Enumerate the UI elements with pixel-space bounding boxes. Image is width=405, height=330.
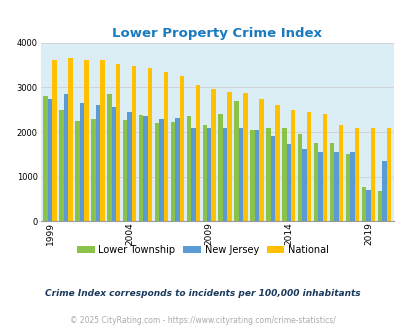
Text: Crime Index corresponds to incidents per 100,000 inhabitants: Crime Index corresponds to incidents per… [45, 289, 360, 298]
Bar [96, 105, 100, 221]
Bar [318, 152, 322, 221]
Bar [127, 112, 132, 221]
Bar [377, 191, 381, 221]
Bar [313, 143, 318, 221]
Bar [163, 72, 168, 221]
Bar [243, 93, 247, 221]
Bar [218, 114, 222, 221]
Bar [322, 114, 326, 221]
Bar [365, 190, 370, 221]
Bar [79, 103, 84, 221]
Bar [84, 60, 88, 221]
Bar [234, 101, 238, 221]
Bar [306, 112, 311, 221]
Title: Lower Property Crime Index: Lower Property Crime Index [112, 27, 322, 40]
Legend: Lower Township, New Jersey, National: Lower Township, New Jersey, National [73, 241, 332, 259]
Bar [338, 125, 342, 221]
Bar [207, 127, 211, 221]
Bar [302, 149, 306, 221]
Bar [147, 68, 152, 221]
Bar [333, 152, 338, 221]
Bar [370, 128, 374, 221]
Bar [123, 119, 127, 221]
Bar [270, 137, 275, 221]
Bar [361, 187, 365, 221]
Bar [350, 152, 354, 221]
Bar [154, 123, 159, 221]
Bar [143, 116, 147, 221]
Bar [159, 118, 163, 221]
Bar [175, 118, 179, 221]
Bar [116, 64, 120, 221]
Bar [222, 128, 227, 221]
Bar [139, 115, 143, 221]
Bar [91, 118, 96, 221]
Bar [132, 66, 136, 221]
Bar [191, 127, 195, 221]
Bar [43, 96, 48, 221]
Bar [329, 143, 333, 221]
Bar [202, 125, 207, 221]
Bar [75, 121, 79, 221]
Bar [195, 85, 200, 221]
Bar [250, 130, 254, 221]
Bar [111, 108, 116, 221]
Bar [186, 116, 191, 221]
Bar [48, 99, 52, 221]
Bar [290, 110, 295, 221]
Bar [286, 145, 290, 221]
Bar [281, 127, 286, 221]
Bar [59, 110, 64, 221]
Bar [254, 130, 258, 221]
Bar [211, 89, 215, 221]
Bar [107, 94, 111, 221]
Bar [171, 122, 175, 221]
Bar [179, 76, 183, 221]
Bar [227, 92, 231, 221]
Bar [297, 134, 302, 221]
Bar [266, 127, 270, 221]
Text: © 2025 CityRating.com - https://www.cityrating.com/crime-statistics/: © 2025 CityRating.com - https://www.city… [70, 315, 335, 325]
Bar [275, 105, 279, 221]
Bar [238, 128, 243, 221]
Bar [386, 128, 390, 221]
Bar [64, 94, 68, 221]
Bar [381, 161, 386, 221]
Bar [68, 58, 72, 221]
Bar [258, 99, 263, 221]
Bar [345, 154, 350, 221]
Bar [100, 60, 104, 221]
Bar [52, 60, 57, 221]
Bar [354, 127, 358, 221]
